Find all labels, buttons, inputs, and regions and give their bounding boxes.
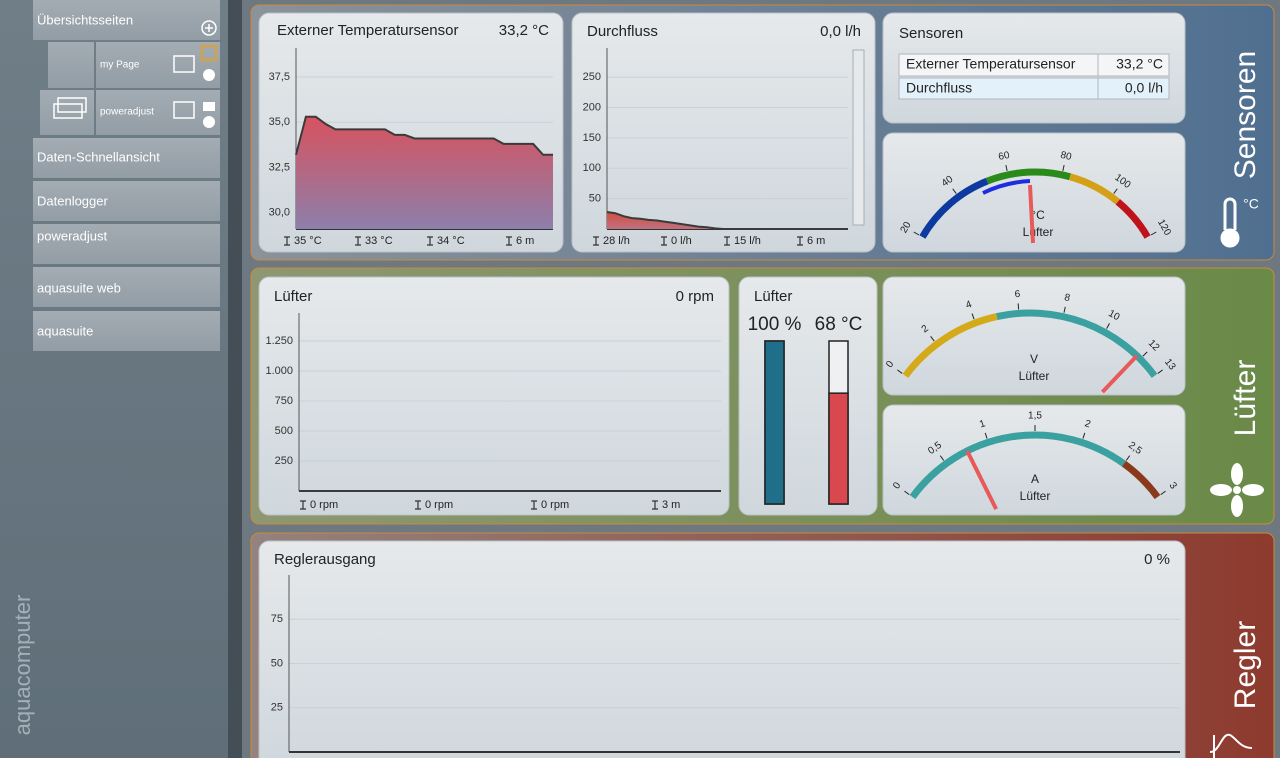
y-tick-label: 200 <box>583 101 601 113</box>
panel <box>259 541 1185 758</box>
table-text: 0,0 l/h <box>1125 80 1163 96</box>
bar <box>829 393 848 504</box>
brand: aquacomputer <box>10 595 35 736</box>
y-tick-label: 750 <box>275 395 293 407</box>
y-tick-label: 37,5 <box>269 71 290 83</box>
y-tick-label: 1.250 <box>265 335 293 347</box>
y-tick-label: 100 <box>583 162 601 174</box>
y-tick-label: 1.000 <box>265 365 293 377</box>
menu-label: poweradjust <box>37 228 107 243</box>
panel-title: Reglerausgang <box>274 551 376 568</box>
bar-label: 68 °C <box>815 314 863 335</box>
y-tick-label: 250 <box>583 71 601 83</box>
y-tick-label: 25 <box>271 702 283 714</box>
level-bar <box>853 50 864 225</box>
bar-label: 100 % <box>748 314 802 335</box>
gauge-label: Lüfter <box>1020 489 1051 503</box>
gauge-tick-label: 1,5 <box>1028 411 1042 422</box>
lock-icon[interactable] <box>203 102 215 111</box>
stat-label: 3 m <box>662 499 680 511</box>
group-unit: °C <box>1243 196 1259 212</box>
group-label: Lüfter <box>1229 360 1262 437</box>
y-tick-label: 32,5 <box>269 161 290 173</box>
table-text: Durchfluss <box>906 80 972 96</box>
stat-label: 34 °C <box>437 235 465 247</box>
panel-value: 33,2 °C <box>499 22 549 39</box>
settings-icon[interactable] <box>203 69 215 81</box>
y-tick-label: 250 <box>275 455 293 467</box>
splitter <box>228 0 242 758</box>
stat-label: 0 rpm <box>541 499 569 511</box>
y-tick-label: 75 <box>271 613 283 625</box>
menu-label: aquasuite web <box>37 280 121 295</box>
stat-label: 6 m <box>516 235 534 247</box>
bar <box>765 341 784 504</box>
panel-title: Lüfter <box>754 288 792 305</box>
table-text: 33,2 °C <box>1116 56 1163 72</box>
y-tick-label: 30,0 <box>269 207 290 219</box>
page-label: my Page <box>100 60 140 71</box>
y-tick-label: 50 <box>271 657 283 669</box>
panel <box>259 277 729 515</box>
y-tick-label: 150 <box>583 132 601 144</box>
stat-label: 28 l/h <box>603 235 630 247</box>
menu-label: Datenlogger <box>37 193 108 208</box>
panel-title: Externer Temperatursensor <box>277 22 458 39</box>
page-label: poweradjust <box>100 107 154 118</box>
y-tick-label: 35,0 <box>269 116 290 128</box>
panel-value: 0 % <box>1144 551 1170 568</box>
y-tick-label: 50 <box>589 193 601 205</box>
gauge-unit: A <box>1031 472 1039 486</box>
menu-label: Übersichtsseiten <box>37 12 133 27</box>
gauge-label: Lüfter <box>1023 225 1054 239</box>
stat-label: 6 m <box>807 235 825 247</box>
settings-icon[interactable] <box>203 116 215 128</box>
panel <box>739 277 877 515</box>
menu-label: Daten-Schnellansicht <box>37 149 160 164</box>
stat-label: 15 l/h <box>734 235 761 247</box>
gauge-label: Lüfter <box>1019 369 1050 383</box>
panel-title: Lüfter <box>274 288 312 305</box>
stat-label: 35 °C <box>294 235 322 247</box>
table-text: Externer Temperatursensor <box>906 56 1076 72</box>
panel-title: Durchfluss <box>587 23 658 40</box>
panel-title: Sensoren <box>899 25 963 42</box>
stat-label: 0 rpm <box>310 499 338 511</box>
group-label: Regler <box>1229 621 1262 709</box>
gauge-unit: V <box>1030 352 1038 366</box>
y-tick-label: 500 <box>275 425 293 437</box>
menu-label: aquasuite <box>37 323 93 338</box>
group-label: Sensoren <box>1229 51 1262 179</box>
stat-label: 0 rpm <box>425 499 453 511</box>
page-thumb[interactable] <box>48 42 94 88</box>
panel-value: 0 rpm <box>676 288 714 305</box>
stat-label: 0 l/h <box>671 235 692 247</box>
stat-label: 33 °C <box>365 235 393 247</box>
panel-value: 0,0 l/h <box>820 23 861 40</box>
